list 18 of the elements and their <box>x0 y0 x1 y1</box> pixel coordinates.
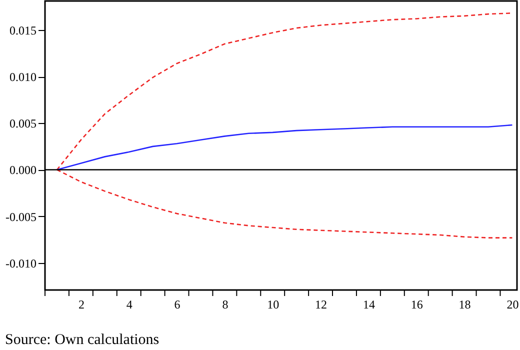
x-tick-label: 16 <box>410 298 423 312</box>
x-tick-label: 6 <box>174 298 180 312</box>
y-tick-label: 0.005 <box>10 116 36 131</box>
source-note: Source: Own calculations <box>5 332 160 348</box>
x-tick-label: 18 <box>458 298 471 312</box>
x-tick-label: 8 <box>222 298 228 312</box>
x-tick-label: 20 <box>506 298 519 312</box>
x-tick-label: 4 <box>126 298 132 312</box>
y-tick-label: 0.015 <box>10 23 36 38</box>
y-tick-label: 0.000 <box>10 163 36 178</box>
x-tick-label: 14 <box>362 298 375 312</box>
y-tick-label: -0.010 <box>6 256 36 270</box>
x-tick-label: 12 <box>315 298 328 312</box>
y-tick-label: -0.005 <box>6 210 36 224</box>
x-tick-label: 2 <box>78 298 84 312</box>
x-tick-label: 10 <box>267 298 280 312</box>
line-series <box>56 124 513 170</box>
y-tick-label: 0.010 <box>10 70 36 84</box>
